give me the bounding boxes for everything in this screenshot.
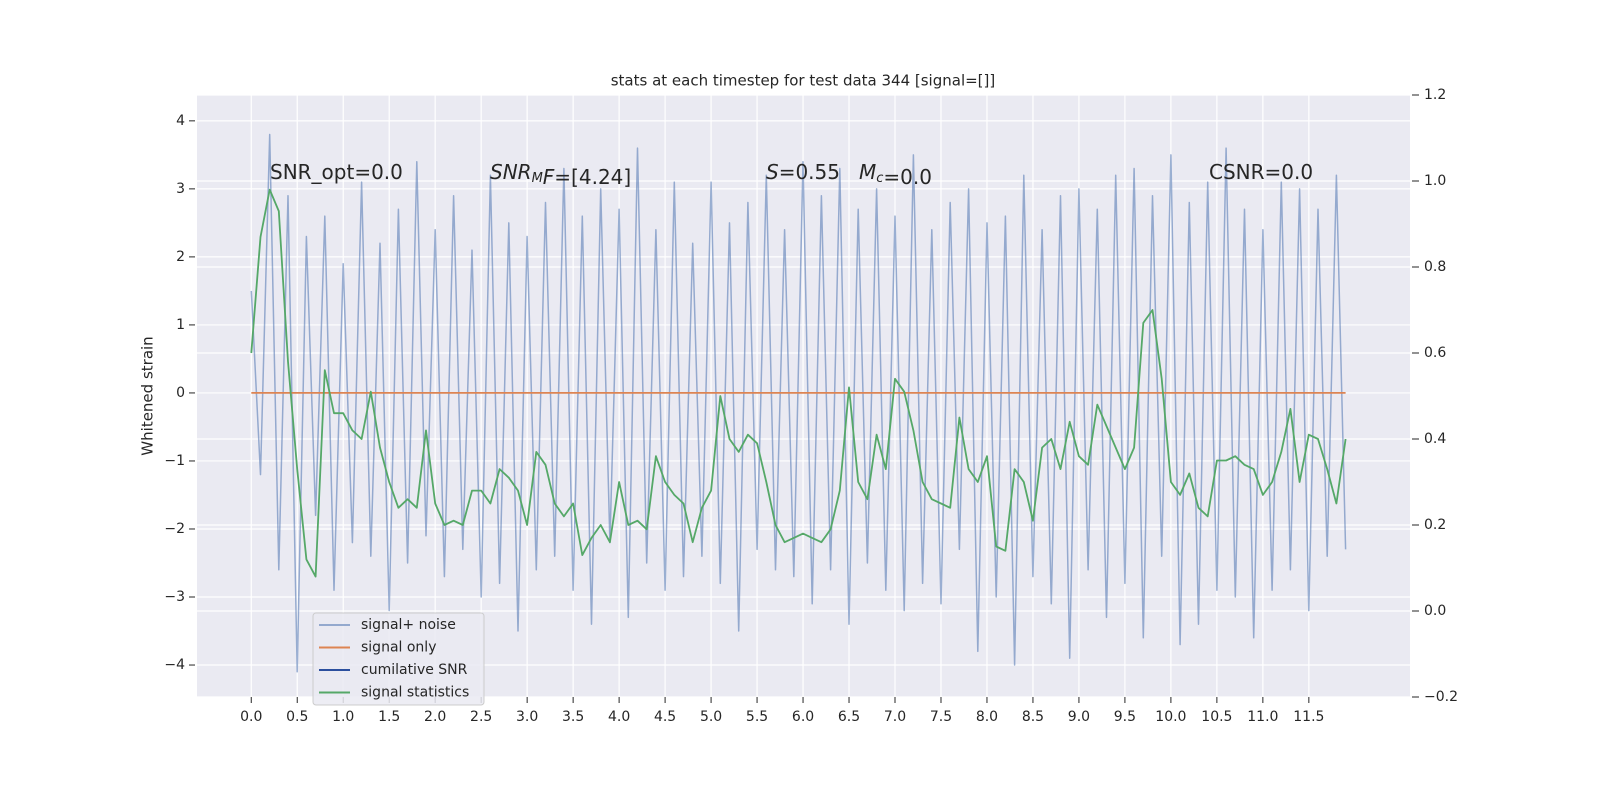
x-tick-label: 10.0 <box>1155 709 1186 725</box>
grid <box>197 94 1410 698</box>
annotation: S=0.55 <box>766 160 840 184</box>
x-tick-label: 2.0 <box>424 709 446 725</box>
x-tick-label: 1.5 <box>378 709 400 725</box>
y-tick-label: 2 <box>176 249 185 265</box>
x-tick-label: 4.5 <box>654 709 676 725</box>
y2-tick-label: 0.6 <box>1424 345 1446 361</box>
x-tick-label: 3.0 <box>516 709 538 725</box>
annotation-text: =0.0 <box>883 165 932 189</box>
x-tick-label: 0.5 <box>286 709 308 725</box>
legend-label: signal statistics <box>361 685 469 701</box>
annotation-italic: F <box>543 165 555 189</box>
y2-tick-label: 0.2 <box>1424 517 1446 533</box>
series-line <box>250 188 1347 578</box>
y-tick-label: 1 <box>176 317 185 333</box>
marks <box>250 133 1347 673</box>
x-tick-label: 6.5 <box>838 709 860 725</box>
annotation: CSNR=0.0 <box>1209 160 1313 184</box>
x-tick-label: 0.0 <box>240 709 262 725</box>
x-tick-label: 1.0 <box>332 709 354 725</box>
axes: 0.0 0.5 1.0 1.5 2.0 2.5 3.0 3.5 4.0 4.5 5.0 5.5 6.0 6… <box>164 87 1458 725</box>
y2-tick-label: −0.2 <box>1424 689 1458 705</box>
x-tick-label: 8.5 <box>1022 709 1044 725</box>
annotation: SNR_opt=0.0 <box>270 160 403 184</box>
y-tick-label: −4 <box>164 657 185 673</box>
annotation: Mc=0.0 <box>859 160 932 189</box>
annotation-text: CSNR=0.0 <box>1209 160 1313 184</box>
chart-title: stats at each timestep for test data 344… <box>611 72 996 90</box>
y2-tick-label: 0.0 <box>1424 603 1446 619</box>
x-tick-label: 11.5 <box>1293 709 1324 725</box>
x-tick-label: 4.0 <box>608 709 630 725</box>
y-tick-label: −3 <box>164 589 185 605</box>
y2-tick-label: 0.8 <box>1424 259 1446 275</box>
x-tick-label: 10.5 <box>1201 709 1232 725</box>
annotation-text: =[4.24] <box>554 165 631 189</box>
y-tick-label: 4 <box>176 113 185 129</box>
series-line <box>250 133 1347 673</box>
x-tick-label: 7.5 <box>930 709 952 725</box>
annotation-italic: S <box>766 160 779 184</box>
y-axis-label: Whitened strain <box>139 336 157 455</box>
legend-box <box>312 612 485 706</box>
legend-label: cumilative SNR <box>361 662 468 678</box>
x-tick-label: 6.0 <box>792 709 814 725</box>
y2-tick-label: 0.4 <box>1424 431 1446 447</box>
x-tick-label: 11.0 <box>1247 709 1278 725</box>
annotation: SNRMF=[4.24] <box>490 160 631 189</box>
legend-label: signal+ noise <box>361 617 456 633</box>
x-tick-label: 7.0 <box>884 709 906 725</box>
annotation-text: =0.55 <box>779 160 840 184</box>
y-tick-label: 0 <box>176 385 185 401</box>
annotation-italic: SNR <box>490 160 532 184</box>
x-tick-label: 8.0 <box>976 709 998 725</box>
x-tick-label: 3.5 <box>562 709 584 725</box>
x-tick-label: 5.0 <box>700 709 722 725</box>
annotation-italic: M <box>859 160 876 184</box>
y2-tick-label: 1.0 <box>1424 173 1446 189</box>
annotation-text: SNR_opt=0.0 <box>270 160 403 184</box>
annotation-subscript: M <box>532 171 543 186</box>
x-tick-label: 2.5 <box>470 709 492 725</box>
annotation-subscript: c <box>876 171 883 186</box>
y-tick-label: −2 <box>164 521 185 537</box>
legend-label: signal only <box>361 640 436 656</box>
y-tick-label: 3 <box>176 181 185 197</box>
x-tick-label: 5.5 <box>746 709 768 725</box>
x-tick-label: 9.5 <box>1114 709 1136 725</box>
y-tick-label: −1 <box>164 453 185 469</box>
y2-tick-label: 1.2 <box>1424 87 1446 103</box>
x-tick-label: 9.0 <box>1068 709 1090 725</box>
